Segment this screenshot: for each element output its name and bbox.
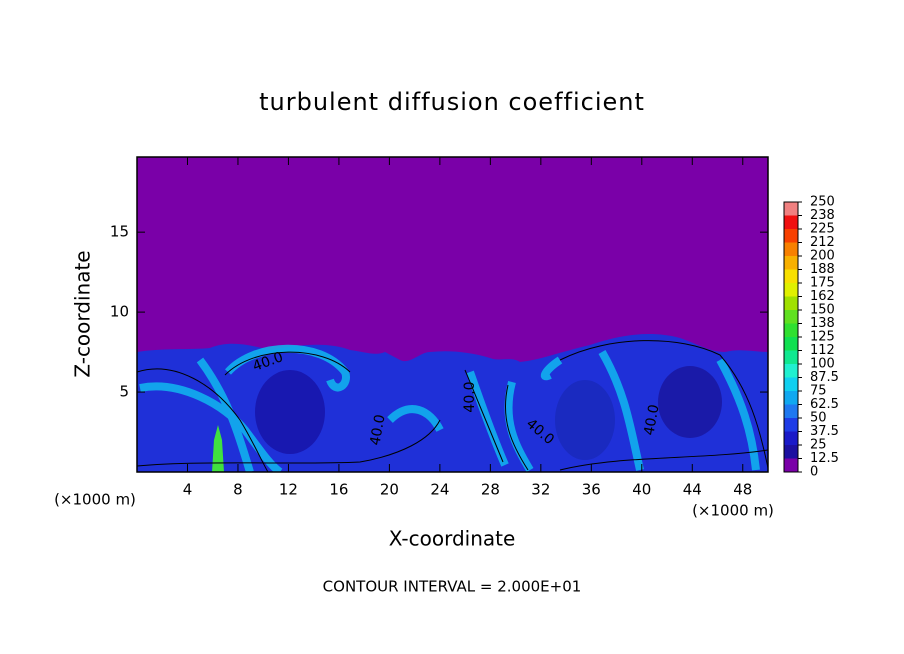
colorbar-bin — [784, 431, 798, 445]
x-tick-label: 4 — [183, 481, 193, 499]
colorbar-label: 37.5 — [810, 424, 839, 439]
y-axis-label: Z-coordinate — [71, 250, 95, 377]
x-tick-label: 16 — [329, 481, 348, 499]
colorbar-label: 0 — [810, 465, 818, 480]
x-tick-label: 48 — [733, 481, 752, 499]
colorbar-bin — [784, 404, 798, 418]
colorbar-label: 125 — [810, 330, 835, 345]
colorbar-label: 150 — [810, 303, 835, 318]
colorbar-label: 12.5 — [810, 451, 839, 466]
colorbar-label: 100 — [810, 357, 835, 372]
chart-title: turbulent diffusion coefficient — [259, 88, 645, 116]
y-tick-label: 10 — [110, 303, 129, 321]
contour-label: 40.0 — [367, 413, 388, 446]
field-blob — [255, 370, 325, 454]
field — [137, 157, 768, 472]
colorbar-label: 238 — [810, 208, 835, 223]
x-tick-label: 20 — [380, 481, 399, 499]
colorbar-label: 87.5 — [810, 370, 839, 385]
x-tick-label: 44 — [683, 481, 702, 499]
x-tick-label: 12 — [279, 481, 298, 499]
colorbar-bin — [784, 418, 798, 432]
colorbar-label: 200 — [810, 249, 835, 264]
y-tick-label: 15 — [110, 223, 129, 241]
colorbar-bin — [784, 310, 798, 324]
x-tick-label: 32 — [531, 481, 550, 499]
colorbar-bin — [784, 296, 798, 310]
field-blob — [658, 366, 722, 438]
colorbar-bin — [784, 323, 798, 337]
colorbar-bin — [784, 256, 798, 270]
colorbar-label: 62.5 — [810, 397, 839, 412]
colorbar-bin — [784, 215, 798, 229]
contour-label: 40.0 — [641, 403, 662, 436]
x-tick-label: 28 — [481, 481, 500, 499]
colorbar-label: 25 — [810, 438, 827, 453]
colorbar-label: 212 — [810, 235, 835, 250]
colorbar-bin — [784, 283, 798, 297]
x-tick-label: 24 — [430, 481, 449, 499]
x-axis-label: X-coordinate — [389, 527, 516, 551]
colorbar-label: 225 — [810, 222, 835, 237]
x-tick-label: 36 — [582, 481, 601, 499]
colorbar-bin — [784, 229, 798, 243]
x-tick-label: 8 — [233, 481, 243, 499]
colorbar-bin — [784, 458, 798, 472]
x-tick-label: 40 — [632, 481, 651, 499]
colorbar-bin — [784, 377, 798, 391]
field-peak — [212, 425, 224, 472]
y-unit: (×1000 m) — [54, 491, 136, 509]
colorbar-bin — [784, 350, 798, 364]
plot-frame — [136, 156, 769, 473]
colorbar-bin — [784, 269, 798, 283]
colorbar-bin — [784, 364, 798, 378]
y-tick-label: 5 — [119, 383, 129, 401]
colorbar-bin — [784, 242, 798, 256]
colorbar-label: 162 — [810, 289, 835, 304]
footnote: CONTOUR INTERVAL = 2.000E+01 — [323, 578, 582, 596]
colorbar-label: 112 — [810, 343, 835, 358]
field-blob — [555, 380, 615, 460]
colorbar-bin — [784, 391, 798, 405]
colorbar-label: 188 — [810, 262, 835, 277]
colorbar-label: 50 — [810, 411, 827, 426]
colorbar-label: 250 — [810, 195, 835, 210]
x-unit: (×1000 m) — [692, 502, 774, 520]
contour-lines — [137, 340, 768, 472]
colorbar-bin — [784, 337, 798, 351]
colorbar-label: 75 — [810, 384, 827, 399]
colorbar-label: 175 — [810, 276, 835, 291]
contour-label: 40.0 — [462, 381, 478, 412]
colorbar-bin — [784, 202, 798, 216]
colorbar-bin — [784, 445, 798, 459]
colorbar-label: 138 — [810, 316, 835, 331]
